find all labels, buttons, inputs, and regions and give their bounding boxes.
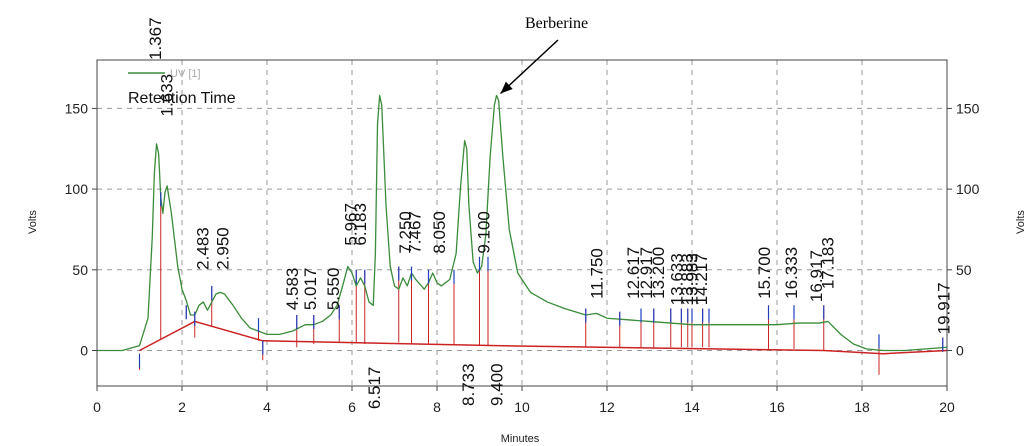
annotation-arrow bbox=[499, 39, 559, 95]
peak-label: 12.617 bbox=[624, 247, 643, 299]
y-tick-label-left: 150 bbox=[65, 100, 89, 116]
x-tick-label: 14 bbox=[684, 399, 700, 415]
grid bbox=[97, 60, 947, 386]
peak-label: 13.983 bbox=[682, 253, 701, 305]
legend-series-label: UV [1] bbox=[170, 68, 201, 80]
x-tick-label: 8 bbox=[433, 399, 441, 415]
x-tick-label: 6 bbox=[348, 399, 356, 415]
y-tick-label-left: 50 bbox=[72, 262, 88, 278]
y-tick-label-left: 100 bbox=[65, 181, 89, 197]
annotation-arrowhead bbox=[500, 81, 513, 94]
peak-label: 16.333 bbox=[782, 247, 801, 299]
y-tick-label-right: 0 bbox=[956, 342, 964, 358]
legend-title: Retention Time bbox=[128, 90, 236, 107]
legend: UV [1] Retention Time bbox=[128, 68, 236, 107]
peak-label: 17.183 bbox=[818, 237, 837, 289]
peak-label: 14.217 bbox=[692, 253, 711, 305]
peak-label: 19.917 bbox=[934, 282, 953, 334]
peak-label: 8.050 bbox=[430, 211, 449, 254]
y-axis-title-right: Volts bbox=[1015, 210, 1027, 234]
y-tick-label-right: 100 bbox=[956, 181, 980, 197]
x-tick-label: 0 bbox=[93, 399, 101, 415]
peak-label: 8.733 bbox=[459, 363, 478, 406]
peak-label: 6.517 bbox=[365, 367, 384, 410]
berberine-annotation: Berberine bbox=[499, 15, 588, 95]
y-tick-label-left: 0 bbox=[80, 342, 88, 358]
x-tick-label: 10 bbox=[514, 399, 530, 415]
x-tick-label: 16 bbox=[769, 399, 785, 415]
x-tick-label: 12 bbox=[599, 399, 615, 415]
peak-label: 5.967 bbox=[342, 203, 361, 246]
peak-label: 2.950 bbox=[213, 227, 232, 270]
annotation-label: Berberine bbox=[525, 15, 588, 32]
peak-label: 6.183 bbox=[351, 203, 370, 246]
x-axis-title: Minutes bbox=[501, 433, 540, 445]
peak-label: 9.100 bbox=[475, 211, 494, 254]
x-tick-label: 2 bbox=[178, 399, 186, 415]
x-tick-label: 20 bbox=[939, 399, 955, 415]
peak-label: 13.633 bbox=[667, 253, 686, 305]
y-tick-label-right: 50 bbox=[956, 262, 972, 278]
peak-label: 7.467 bbox=[405, 211, 424, 254]
peak-markers bbox=[138, 192, 944, 368]
peak-label: 12.917 bbox=[637, 247, 656, 299]
peak-label: 5.017 bbox=[301, 268, 320, 311]
axes: 0 2 4 6 8 10 12 14 16 18 20 0 0 50 50 100 100 150 150 bbox=[65, 100, 980, 415]
x-tick-label: 18 bbox=[854, 399, 870, 415]
y-axis-title-left: Volts bbox=[27, 210, 39, 234]
y-tick-label-right: 150 bbox=[956, 100, 980, 116]
peak-labels: 1.367 1.633 2.483 2.950 4.583 5.017 5.550 5.967… bbox=[146, 17, 953, 409]
peak-label: 13.883 bbox=[678, 253, 697, 305]
peak-label: 1.633 bbox=[157, 74, 176, 117]
peak-label: 9.400 bbox=[488, 363, 507, 406]
peak-label: 5.550 bbox=[324, 268, 343, 311]
peak-label: 4.583 bbox=[283, 268, 302, 311]
x-tick-label: 4 bbox=[263, 399, 271, 415]
peak-label: 16.917 bbox=[807, 250, 826, 302]
peak-label: 7.250 bbox=[396, 211, 415, 254]
peak-label: 11.750 bbox=[587, 248, 606, 299]
peak-label: 1.367 bbox=[146, 17, 165, 60]
peak-label: 15.700 bbox=[755, 247, 774, 299]
peak-label: 2.483 bbox=[194, 227, 213, 270]
peak-label: 13.200 bbox=[649, 247, 668, 299]
